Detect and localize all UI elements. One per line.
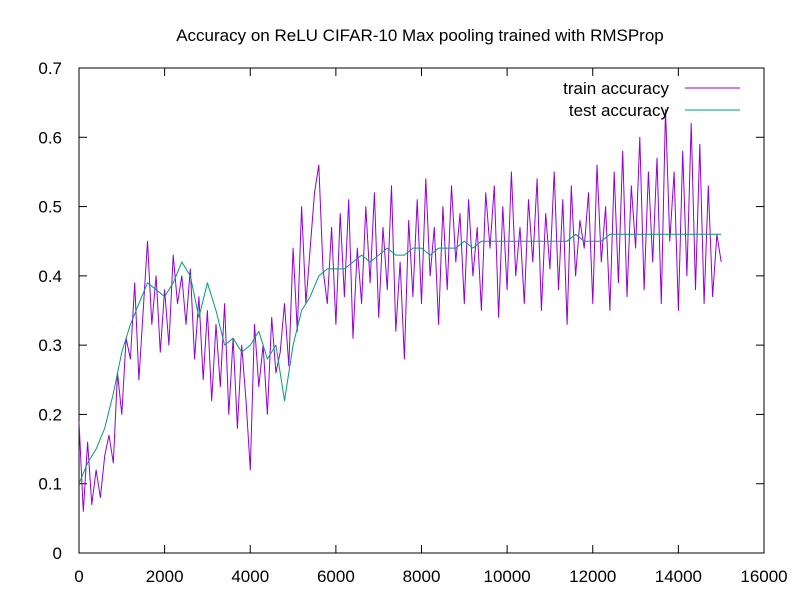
x-tick-label: 0 [74,567,83,586]
chart-title: Accuracy on ReLU CIFAR-10 Max pooling tr… [176,26,664,45]
y-tick-label: 0.3 [38,336,62,355]
legend: train accuracy test accuracy [563,79,740,120]
y-tick-label: 0 [53,544,62,563]
x-tick-label: 14000 [655,567,702,586]
x-tick-label: 10000 [483,567,530,586]
x-tick-label: 4000 [231,567,269,586]
y-tick-label: 0.7 [38,59,62,78]
plot-border [78,67,765,554]
y-tick-label: 0.5 [38,198,62,217]
plot-frame [78,67,765,554]
x-tick-label: 8000 [403,567,441,586]
y-tick-label: 0.6 [38,128,62,147]
legend-label: train accuracy [563,79,669,98]
x-tick-label: 16000 [740,567,787,586]
y-tick-label: 0.2 [38,405,62,424]
axis-ticks: 0 2000 4000 6000 8000 10000 12000 14000 16000 0 0.… [38,59,787,586]
x-tick-label: 12000 [569,567,616,586]
series-layer [78,109,722,512]
series-line-train-accuracy [78,109,722,512]
series-line-test-accuracy [78,233,722,484]
x-tick-label: 6000 [317,567,355,586]
y-tick-label: 0.4 [38,267,62,286]
y-tick-label: 0.1 [38,475,62,494]
legend-label: test accuracy [569,101,670,120]
x-tick-label: 2000 [146,567,184,586]
